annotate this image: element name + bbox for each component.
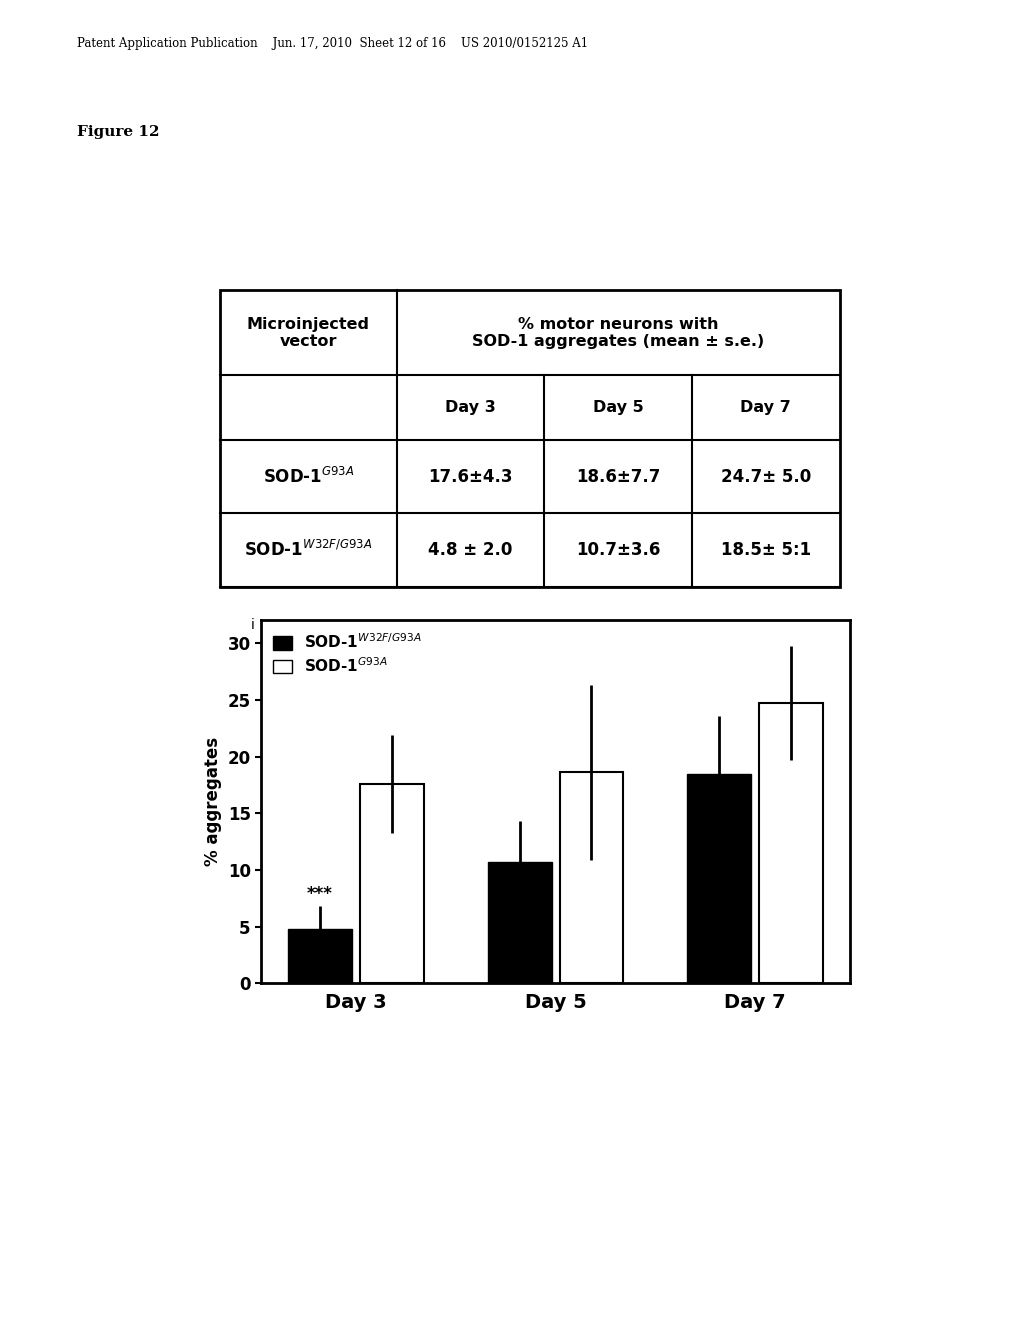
Bar <box>359 784 424 983</box>
Text: SOD-1$^{G93A}$: SOD-1$^{G93A}$ <box>263 467 354 487</box>
Text: Microinjected
vector: Microinjected vector <box>247 317 370 348</box>
Text: Figure 12: Figure 12 <box>77 125 160 140</box>
Text: 24.7± 5.0: 24.7± 5.0 <box>721 467 811 486</box>
Legend: SOD-1$^{W32F/G93A}$, SOD-1$^{G93A}$: SOD-1$^{W32F/G93A}$, SOD-1$^{G93A}$ <box>268 628 426 680</box>
Text: ***: *** <box>307 884 333 903</box>
Bar <box>559 772 624 983</box>
Bar <box>487 862 552 983</box>
Text: Day 7: Day 7 <box>740 400 791 416</box>
Text: % motor neurons with
SOD-1 aggregates (mean ± s.e.): % motor neurons with SOD-1 aggregates (m… <box>472 317 764 348</box>
Text: 18.6±7.7: 18.6±7.7 <box>575 467 660 486</box>
Text: SOD-1$^{W32F/G93A}$: SOD-1$^{W32F/G93A}$ <box>244 540 373 560</box>
Text: Day 5: Day 5 <box>593 400 643 416</box>
Text: 4.8 ± 2.0: 4.8 ± 2.0 <box>428 541 513 560</box>
Text: 18.5± 5:1: 18.5± 5:1 <box>721 541 811 560</box>
Text: 10.7±3.6: 10.7±3.6 <box>575 541 660 560</box>
Text: Patent Application Publication    Jun. 17, 2010  Sheet 12 of 16    US 2010/01521: Patent Application Publication Jun. 17, … <box>77 37 588 50</box>
Text: Day 3: Day 3 <box>445 400 496 416</box>
Bar <box>288 929 352 983</box>
Text: 17.6±4.3: 17.6±4.3 <box>428 467 513 486</box>
Bar <box>687 774 752 983</box>
Y-axis label: % aggregates: % aggregates <box>204 738 222 866</box>
Text: i: i <box>251 618 255 632</box>
Bar <box>759 704 823 983</box>
